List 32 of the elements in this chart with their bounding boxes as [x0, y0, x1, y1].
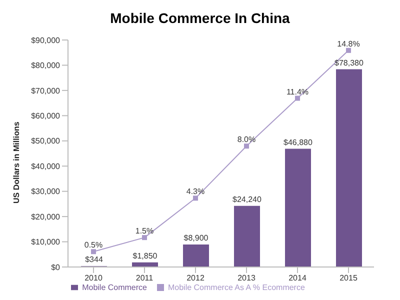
x-tick-label: 2014 — [288, 274, 307, 283]
data-label: 1.5% — [135, 226, 154, 236]
y-tick-label: $30,000 — [31, 187, 61, 196]
legend-label: Mobile Commerce As A % Ecommerce — [168, 283, 305, 292]
data-label: $78,380 — [334, 58, 364, 68]
data-label: 11.4% — [286, 87, 309, 96]
y-tick-label: $40,000 — [31, 162, 61, 171]
data-label: $8,900 — [184, 234, 209, 243]
y-tick-label: $90,000 — [31, 36, 61, 45]
y-axis-title: US Dollars in Millions — [12, 121, 21, 204]
legend-label: Mobile Commerce — [82, 283, 147, 292]
y-tick-label: $0 — [51, 262, 61, 272]
data-label: 14.8% — [337, 39, 360, 48]
data-label: 8.0% — [237, 135, 256, 144]
y-tick-label: $10,000 — [31, 238, 61, 247]
x-tick-label: 2010 — [84, 274, 103, 283]
data-label: $24,240 — [232, 194, 262, 204]
data-label: $46,880 — [284, 138, 314, 147]
x-tick-label: 2011 — [136, 274, 154, 283]
x-tick-label: 2012 — [186, 274, 205, 283]
y-tick-label: $50,000 — [31, 136, 61, 146]
y-tick-label: $80,000 — [31, 61, 61, 70]
y-tick-label: $60,000 — [31, 112, 61, 121]
x-tick-label: 2013 — [238, 274, 256, 283]
y-tick-label: $20,000 — [31, 212, 61, 222]
data-label: 0.5% — [84, 240, 103, 250]
chart-title: Mobile Commerce In China — [109, 9, 291, 28]
x-tick-label: 2015 — [340, 274, 358, 283]
data-label: $344 — [85, 255, 104, 264]
data-label: 4.3% — [186, 187, 205, 196]
data-label: $1,850 — [132, 251, 158, 260]
y-tick-label: $70,000 — [31, 86, 61, 96]
